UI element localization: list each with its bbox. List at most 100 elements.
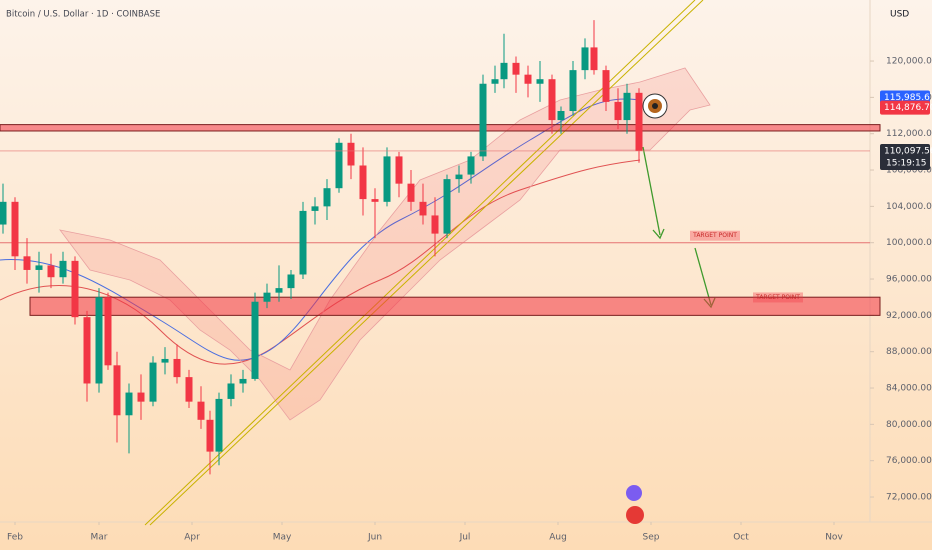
y-tick-label: 96,000.00 — [886, 275, 932, 285]
x-tick-label: Mar — [91, 533, 108, 543]
arrow-head — [652, 228, 665, 240]
candle-body — [0, 201, 7, 225]
x-tick-label: Oct — [733, 533, 749, 543]
price-label-box — [880, 143, 930, 170]
arrow — [642, 146, 661, 236]
candle-body — [335, 142, 343, 189]
candle-body — [11, 201, 19, 257]
candle-body — [602, 70, 610, 102]
price-label: 115,985.67 — [884, 93, 932, 103]
y-tick-label: 72,000.00 — [886, 493, 932, 503]
candle-body — [299, 210, 307, 275]
candle-body — [557, 110, 565, 121]
target-label: TARGET POINT — [755, 294, 800, 301]
candle-body — [113, 365, 121, 416]
candle-body — [347, 142, 355, 166]
candle-body — [173, 358, 181, 378]
x-tick-label: May — [273, 533, 292, 543]
candle-body — [536, 79, 544, 84]
candle-body — [467, 156, 475, 175]
candle-body — [431, 215, 439, 234]
candle-body — [47, 265, 55, 278]
y-tick-label: 92,000.00 — [886, 311, 932, 321]
candle-body — [185, 377, 193, 402]
y-tick-label: 76,000.00 — [886, 456, 932, 466]
candle-body — [500, 62, 508, 80]
y-tick-label: 112,000.00 — [886, 129, 932, 139]
candle-body — [83, 317, 91, 384]
candle-body — [383, 156, 391, 202]
candle-body — [359, 165, 367, 200]
candle-body — [263, 292, 271, 302]
candle-body — [548, 79, 556, 121]
candle-body — [149, 362, 157, 402]
candle-body — [104, 297, 112, 366]
candle-body — [371, 199, 379, 202]
trendline — [149, 0, 704, 526]
candle-body — [137, 392, 145, 402]
price-label: 110,097.56 — [884, 146, 932, 156]
countdown: 15:19:15 — [886, 158, 926, 168]
price-label: 114,876.70 — [884, 103, 932, 113]
candle-body — [59, 260, 67, 278]
x-tick-label: Apr — [184, 533, 200, 543]
candle-body — [287, 274, 295, 289]
candle-body — [581, 47, 589, 71]
arrow — [694, 247, 712, 306]
y-tick-label: 88,000.00 — [886, 347, 932, 357]
target-box — [753, 292, 803, 303]
zone — [29, 296, 881, 316]
candle-body — [35, 265, 43, 270]
y-tick-label: 120,000.00 — [886, 57, 932, 67]
y-tick-label: 84,000.00 — [886, 384, 932, 394]
candle-body — [227, 383, 235, 399]
candle-body — [407, 183, 415, 202]
candle-body — [251, 301, 259, 379]
candle-body — [635, 92, 643, 151]
candle-body — [419, 201, 427, 216]
currency: USD — [890, 10, 909, 20]
x-tick-label: Nov — [825, 533, 843, 543]
candle-body — [323, 188, 331, 207]
candle-body — [311, 206, 319, 211]
y-tick-label: 80,000.00 — [886, 420, 932, 430]
candle-body — [569, 70, 577, 111]
y-tick-label: 108,000.00 — [886, 166, 932, 176]
zone — [0, 124, 881, 132]
target-box — [690, 230, 740, 241]
candle-body — [524, 74, 532, 84]
chart-title: Bitcoin / U.S. Dollar · 1D · COINBASE — [6, 10, 160, 20]
x-tick-label: Aug — [549, 533, 567, 543]
x-tick-label: Feb — [7, 533, 23, 543]
price-label-box — [880, 100, 930, 115]
candle-body — [614, 101, 622, 121]
candle-body — [239, 378, 247, 384]
event-icons — [626, 485, 644, 524]
candle-body — [23, 256, 31, 270]
x-tick-label: Jul — [459, 533, 471, 543]
candle-body — [197, 401, 205, 420]
candle-body — [512, 62, 520, 75]
x-tick-label: Sep — [643, 533, 660, 543]
candle-body — [455, 174, 463, 180]
target-label: TARGET POINT — [692, 232, 737, 239]
candle-body — [95, 297, 103, 384]
x-tick-label: Jun — [367, 533, 382, 543]
candle-body — [590, 47, 598, 71]
candle-body — [206, 419, 214, 452]
candle-body — [443, 179, 451, 234]
eye-emoji — [642, 93, 668, 119]
candle-body — [479, 83, 487, 157]
candle-body — [71, 260, 79, 318]
y-tick-label: 104,000.00 — [886, 202, 932, 212]
candle-body — [491, 79, 499, 84]
candle-body — [161, 358, 169, 363]
candle-body — [275, 288, 283, 293]
candle-body — [395, 156, 403, 184]
y-tick-label: 100,000.00 — [886, 238, 932, 248]
candle-body — [125, 392, 133, 416]
candle-body — [215, 398, 223, 452]
